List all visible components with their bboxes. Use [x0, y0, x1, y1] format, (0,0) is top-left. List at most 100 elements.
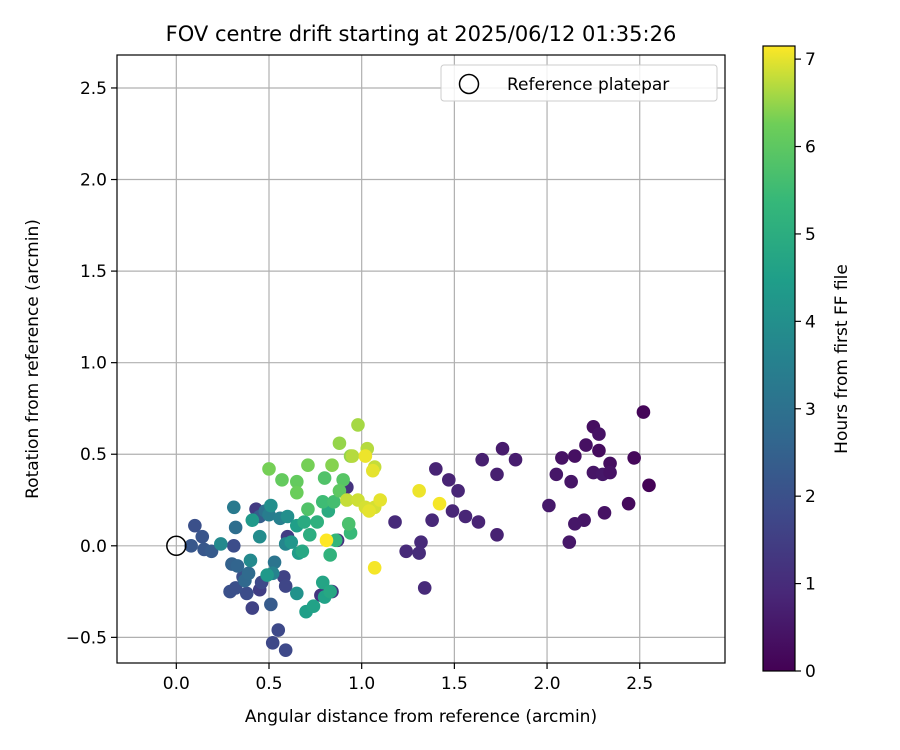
- data-point: [412, 546, 426, 560]
- data-point: [267, 555, 282, 570]
- data-point: [445, 504, 460, 518]
- data-point: [262, 462, 276, 476]
- x-tick-label: 2.0: [534, 674, 561, 694]
- x-tick-label: 0.0: [163, 674, 190, 694]
- data-point: [366, 463, 380, 478]
- data-point: [264, 498, 278, 513]
- data-point: [280, 509, 295, 524]
- data-point: [542, 498, 556, 513]
- data-point: [592, 427, 606, 441]
- x-tick-label: 2.5: [626, 674, 653, 694]
- data-point: [642, 478, 656, 493]
- data-point: [568, 449, 582, 463]
- legend-label: Reference platepar: [507, 75, 669, 95]
- legend-box: [440, 64, 718, 102]
- data-point: [362, 504, 376, 518]
- data-point: [358, 449, 373, 463]
- y-tick-label: 1.5: [80, 262, 107, 282]
- reference-marker: [166, 535, 187, 557]
- data-point: [243, 553, 258, 568]
- data-point: [319, 533, 334, 548]
- data-point: [451, 484, 465, 498]
- data-point: [351, 418, 365, 432]
- data-point: [636, 405, 651, 419]
- data-point: [301, 502, 315, 516]
- y-tick-label: 2.5: [80, 79, 107, 99]
- chart-title: FOV centre drift starting at 2025/06/12 …: [166, 22, 677, 46]
- y-tick-label: 0.5: [80, 445, 107, 465]
- data-point: [290, 474, 304, 489]
- data-point: [373, 493, 388, 507]
- data-point: [315, 495, 330, 509]
- data-point: [290, 586, 304, 601]
- data-point: [204, 544, 219, 559]
- data-point: [226, 500, 241, 515]
- x-tick-label: 0.5: [255, 674, 282, 694]
- data-point: [341, 517, 356, 531]
- data-point: [621, 496, 636, 511]
- data-point: [315, 575, 330, 590]
- data-point: [417, 581, 432, 595]
- data-point: [295, 544, 310, 559]
- data-point: [425, 513, 439, 527]
- y-axis-ticks: −0.5 0.0 0.5 1.0 1.5 2.0 2.5: [66, 79, 117, 648]
- data-point: [345, 449, 360, 463]
- data-point: [230, 559, 245, 573]
- data-point: [327, 495, 341, 509]
- data-point: [264, 597, 278, 612]
- y-tick-label: 1.0: [80, 354, 107, 374]
- data-point: [265, 636, 280, 650]
- colorbar-tick-label: 3: [805, 400, 816, 420]
- legend: Reference platepar: [440, 64, 718, 102]
- y-tick-label: −0.5: [66, 628, 107, 648]
- data-point: [241, 566, 256, 581]
- colorbar-ticks: 0 1 2 3 4 5 6 7: [795, 50, 816, 682]
- legend-marker-icon: [458, 73, 480, 95]
- data-point: [475, 452, 489, 467]
- data-point: [332, 436, 347, 451]
- data-point: [214, 537, 228, 551]
- data-point: [442, 473, 456, 487]
- grid-lines: [117, 55, 725, 663]
- data-point: [228, 520, 243, 535]
- data-point: [429, 462, 443, 476]
- data-point: [271, 623, 286, 637]
- data-point: [306, 599, 321, 614]
- data-point: [252, 529, 267, 544]
- data-point: [568, 517, 582, 531]
- data-point: [336, 473, 350, 487]
- data-point: [323, 584, 337, 599]
- data-point: [278, 579, 293, 593]
- colorbar-tick-label: 0: [805, 662, 816, 682]
- x-axis-ticks: 0.0 0.5 1.0 1.5 2.0 2.5: [163, 663, 653, 694]
- data-point: [562, 535, 577, 549]
- colorbar-tick-label: 2: [805, 487, 816, 507]
- data-point: [490, 467, 504, 482]
- data-point: [332, 484, 347, 498]
- data-point: [555, 451, 569, 465]
- y-tick-label: 2.0: [80, 171, 107, 191]
- data-point: [275, 473, 289, 487]
- data-point: [226, 538, 241, 553]
- data-point: [432, 496, 447, 511]
- data-point: [195, 529, 210, 544]
- data-point: [284, 535, 299, 549]
- data-point: [414, 535, 428, 549]
- data-point: [323, 548, 337, 562]
- data-point: [325, 458, 339, 473]
- colorbar-tick-label: 7: [805, 50, 816, 70]
- x-tick-label: 1.5: [441, 674, 468, 694]
- data-point: [549, 467, 564, 482]
- data-point: [184, 538, 198, 553]
- data-point: [399, 544, 413, 559]
- data-points: [166, 405, 656, 657]
- colorbar-tick-label: 4: [805, 312, 816, 332]
- data-point: [260, 568, 274, 582]
- y-tick-label: 0.0: [80, 537, 107, 557]
- x-axis-label: Angular distance from reference (arcmin): [245, 707, 597, 727]
- data-point: [245, 601, 260, 615]
- data-point: [592, 443, 606, 458]
- data-point: [278, 643, 293, 657]
- data-point: [508, 452, 523, 467]
- data-point: [245, 513, 260, 527]
